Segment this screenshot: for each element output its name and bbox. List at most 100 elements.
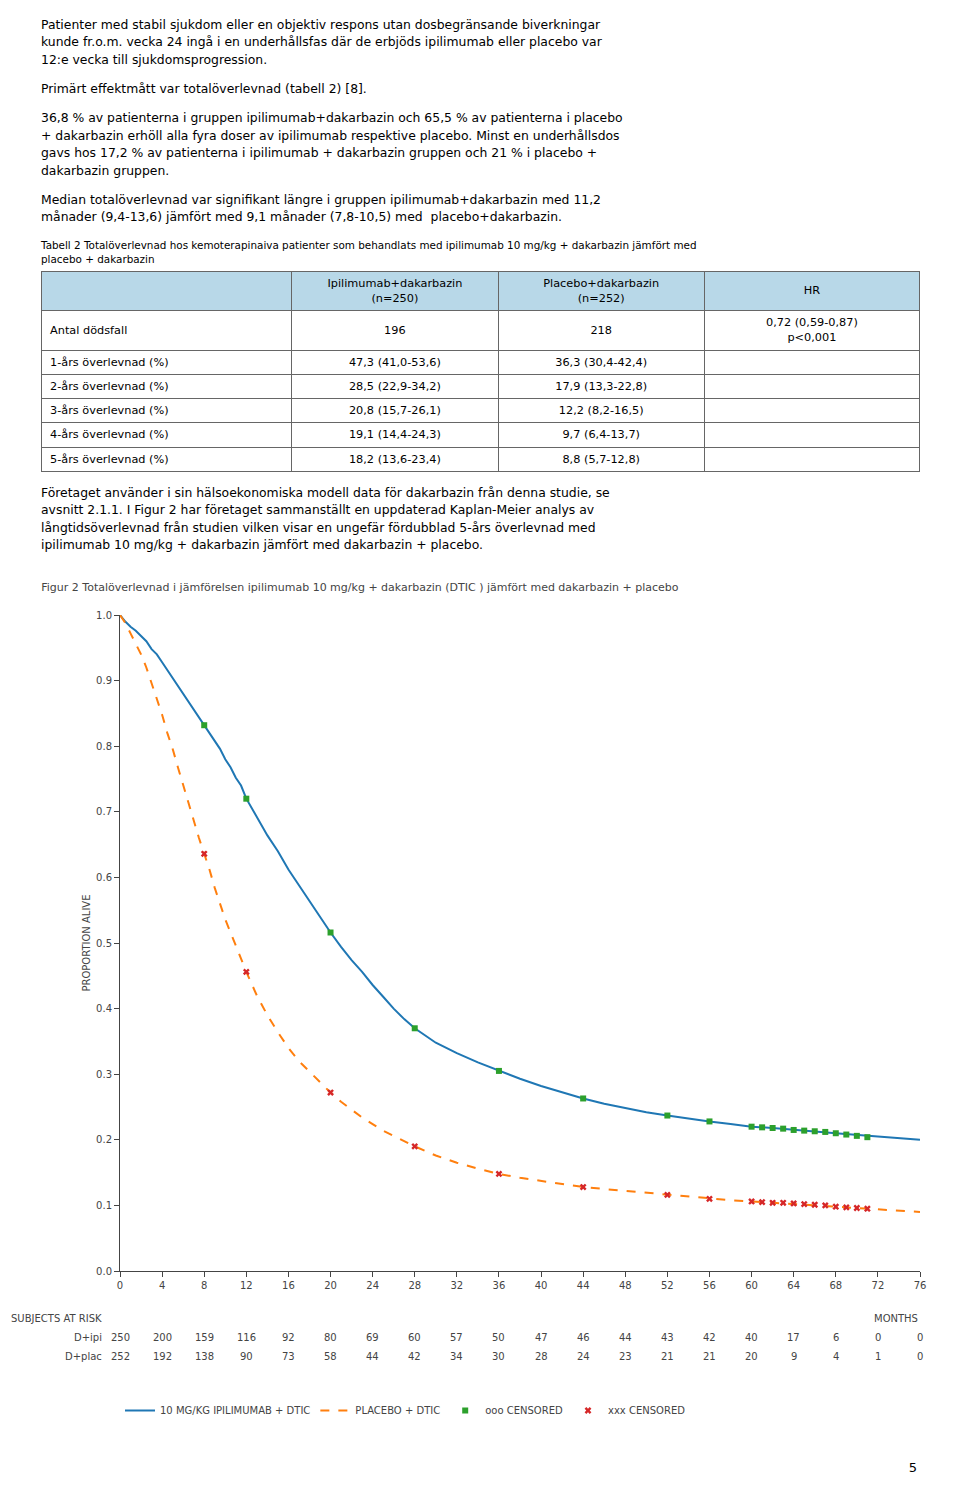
svg-text:6: 6 (833, 1332, 839, 1343)
html-text:Patienter med stabil sjukdom e: Patienter med stabil sjukdom eller en ob… (41, 17, 601, 32)
svg-text:92: 92 (282, 1332, 295, 1343)
svg-text:MONTHS: MONTHS (874, 1313, 918, 1324)
html-text:gavs hos 17,2 % av patienterna: gavs hos 17,2 % av patienterna i ipilimu… (41, 145, 598, 161)
svg-text:9: 9 (791, 1351, 797, 1362)
svg-text:ooo CENSORED: ooo CENSORED (485, 1406, 563, 1417)
html-text:Ipilimumab+dakarbazin: Ipilimumab+dakarbazin (327, 276, 463, 290)
svg-text:43: 43 (661, 1332, 674, 1343)
svg-text:68: 68 (829, 1280, 842, 1291)
svg-text:16: 16 (282, 1280, 295, 1291)
html-text:HR: HR (803, 284, 821, 298)
svg-text:138: 138 (195, 1351, 214, 1362)
svg-text:4: 4 (833, 1351, 839, 1362)
svg-text:1.0: 1.0 (96, 610, 112, 621)
svg-text:SUBJECTS AT RISK: SUBJECTS AT RISK (11, 1313, 102, 1324)
html-text:12:e vecka till sjukdomsprogre: 12:e vecka till sjukdomsprogression. (41, 51, 268, 67)
svg-text:0.0: 0.0 (96, 1266, 112, 1277)
svg-text:24: 24 (577, 1351, 590, 1362)
svg-text:116: 116 (237, 1332, 256, 1343)
html-text:Primärt effektmått var totalöv: Primärt effektmått var totalöverlevnad (… (41, 81, 367, 97)
svg-text:76: 76 (914, 1280, 927, 1291)
svg-text:34: 34 (450, 1351, 463, 1362)
html-text:långtidsöverlevnad från studie: långtidsöverlevnad från studien vilken v… (41, 519, 596, 535)
html-text:+ dakarbazin erhöll alla fyra: + dakarbazin erhöll alla fyra doser av i… (41, 127, 620, 143)
svg-text:200: 200 (153, 1332, 172, 1343)
svg-text:21: 21 (703, 1351, 716, 1362)
svg-text:36: 36 (493, 1280, 506, 1291)
svg-text:47: 47 (535, 1332, 548, 1343)
svg-text:8: 8 (201, 1280, 207, 1291)
svg-text:69: 69 (366, 1332, 379, 1343)
svg-text:48: 48 (619, 1280, 632, 1291)
svg-text:40: 40 (745, 1332, 758, 1343)
html-text:196: 196 (384, 323, 406, 337)
html-text:Företaget använder i sin hälso: Företaget använder i sin hälsoekonomiska… (41, 485, 610, 500)
svg-text:10 MG/KG IPILIMUMAB + DTIC: 10 MG/KG IPILIMUMAB + DTIC (160, 1406, 310, 1417)
svg-text:44: 44 (577, 1280, 590, 1291)
svg-text:0.4: 0.4 (96, 1004, 112, 1015)
svg-text:44: 44 (366, 1351, 379, 1362)
html-text:Antal dödsfall: Antal dödsfall (50, 323, 128, 337)
svg-text:73: 73 (282, 1351, 295, 1362)
svg-text:28: 28 (535, 1351, 548, 1362)
html-text:avsnitt 2.1.1. I Figur 2 har f: avsnitt 2.1.1. I Figur 2 har företaget s… (41, 502, 595, 518)
svg-text:xxx CENSORED: xxx CENSORED (608, 1406, 685, 1417)
svg-text:0.1: 0.1 (96, 1200, 112, 1211)
svg-text:42: 42 (408, 1351, 421, 1362)
svg-text:0: 0 (917, 1332, 923, 1343)
svg-text:0.3: 0.3 (96, 1069, 112, 1080)
svg-text:64: 64 (787, 1280, 800, 1291)
svg-text:20: 20 (324, 1280, 337, 1291)
html-text:dakarbazin gruppen.: dakarbazin gruppen. (41, 162, 170, 178)
html-text:kunde fr.o.m. vecka 24 ingå i: kunde fr.o.m. vecka 24 ingå i en underhå… (41, 34, 602, 50)
svg-text:0.8: 0.8 (96, 741, 112, 752)
svg-text:28: 28 (408, 1280, 421, 1291)
svg-text:21: 21 (661, 1351, 674, 1362)
svg-text:0.5: 0.5 (96, 938, 112, 949)
svg-text:57: 57 (450, 1332, 463, 1343)
svg-text:0: 0 (875, 1332, 881, 1343)
svg-text:44: 44 (619, 1332, 632, 1343)
svg-text:0.7: 0.7 (96, 807, 112, 818)
svg-text:D+plac: D+plac (65, 1351, 102, 1362)
html-text:36,8 % av patienterna i gruppe: 36,8 % av patienterna i gruppen ipilimum… (41, 110, 623, 126)
html-text:ipilimumab 10 mg/kg + dakarbaz: ipilimumab 10 mg/kg + dakarbazin jämfört… (41, 537, 483, 552)
svg-text:1: 1 (875, 1351, 881, 1362)
html-text:månader (9,4-13,6) jämfört med: månader (9,4-13,6) jämfört med 9,1 månad… (41, 209, 562, 225)
svg-text:PLACEBO + DTIC: PLACEBO + DTIC (355, 1406, 440, 1417)
svg-text:60: 60 (745, 1280, 758, 1291)
svg-text:Figur 2 Totalöverlevnad i jämf: Figur 2 Totalöverlevnad i jämförelsen ip… (41, 581, 679, 594)
svg-text:0: 0 (917, 1351, 923, 1362)
svg-text:0: 0 (117, 1280, 123, 1291)
svg-text:192: 192 (153, 1351, 172, 1362)
svg-text:PROPORTION ALIVE: PROPORTION ALIVE (81, 895, 92, 992)
svg-text:42: 42 (703, 1332, 716, 1343)
svg-text:159: 159 (195, 1332, 214, 1343)
svg-text:20: 20 (745, 1351, 758, 1362)
svg-text:56: 56 (703, 1280, 716, 1291)
svg-text:72: 72 (872, 1280, 885, 1291)
svg-text:17: 17 (787, 1332, 800, 1343)
svg-text:23: 23 (619, 1351, 632, 1362)
svg-text:12: 12 (240, 1280, 253, 1291)
svg-text:0.2: 0.2 (96, 1135, 112, 1146)
svg-text:0.9: 0.9 (96, 676, 112, 687)
svg-text:46: 46 (577, 1332, 590, 1343)
html-text:Median totalöverlevnad var sig: Median totalöverlevnad var signifikant l… (41, 191, 601, 207)
svg-text:80: 80 (324, 1332, 337, 1343)
svg-text:250: 250 (111, 1332, 130, 1343)
svg-text:252: 252 (111, 1351, 130, 1362)
svg-text:30: 30 (492, 1351, 505, 1362)
html-text:Placebo+dakarbazin: Placebo+dakarbazin (543, 276, 660, 290)
svg-text:4: 4 (159, 1280, 165, 1291)
svg-text:52: 52 (661, 1280, 674, 1291)
svg-text:50: 50 (492, 1332, 505, 1343)
svg-text:0.6: 0.6 (96, 872, 112, 883)
svg-text:58: 58 (324, 1351, 337, 1362)
svg-text:90: 90 (240, 1351, 253, 1362)
svg-text:32: 32 (450, 1280, 463, 1291)
svg-text:24: 24 (366, 1280, 379, 1291)
svg-text:60: 60 (408, 1332, 421, 1343)
svg-text:D+ipi: D+ipi (74, 1332, 102, 1343)
svg-text:40: 40 (535, 1280, 548, 1291)
